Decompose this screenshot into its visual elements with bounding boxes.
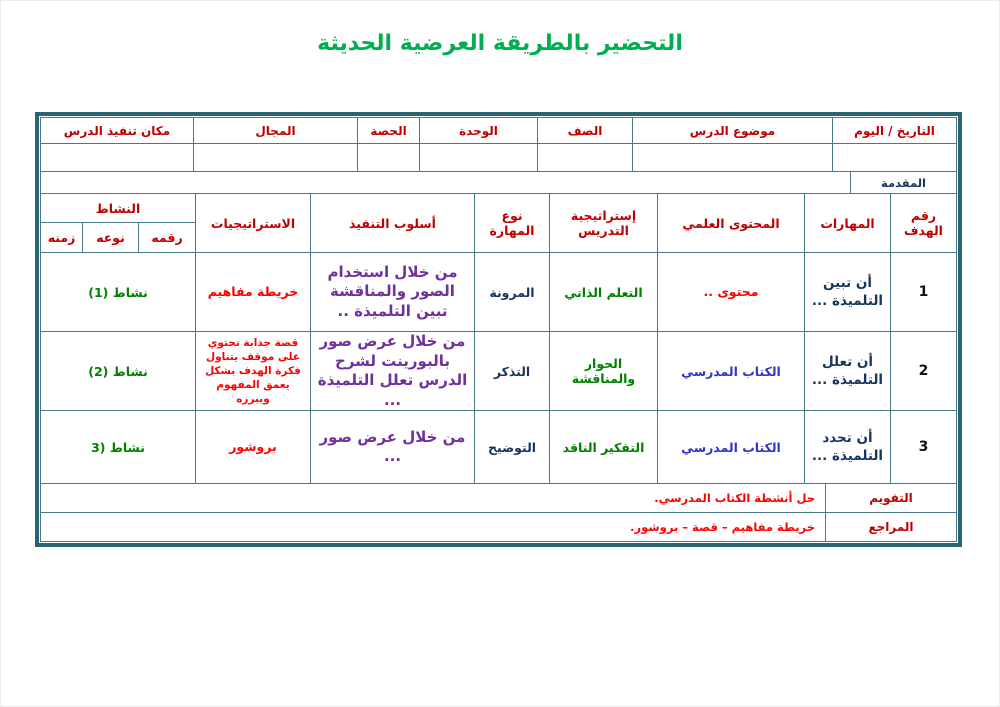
strategies-cell: بروشور (196, 411, 311, 483)
method-cell: من خلال عرض صور ... (311, 411, 475, 483)
references-row: المراجع خريطة مفاهيم – قصة – بروشور. (41, 513, 956, 541)
activity-cell: نشاط (3 (41, 411, 196, 483)
col-header-scientific-content: المحتوى العلمي (658, 194, 805, 252)
goal-no-cell: 3 (918, 439, 929, 455)
goal-no-cell: 1 (918, 284, 929, 300)
col-header-date-day: التاريخ / اليوم (854, 123, 935, 138)
references-value: خريطة مفاهيم – قصة – بروشور. (41, 513, 826, 541)
strategy-cell: الحوار والمناقشة (550, 332, 658, 410)
col-header-unit: الوحدة (420, 118, 538, 143)
page-title: التحضير بالطريقة العرضية الحديثة (317, 31, 683, 56)
evaluation-row: التقويم حل أنشطة الكتاب المدرسي. (41, 484, 956, 513)
col-header-strategies: الاستراتيجيات (196, 194, 311, 252)
col-header-field: المجال (194, 118, 358, 143)
skills-cell: أن تعلل التلميذة ... (805, 332, 891, 410)
col-header-activity-number: رقمه (151, 230, 183, 245)
col-header-activity-time: زمنه (41, 223, 83, 252)
plan-header-row: رقم الهدف المهارات المحتوى العلمي إسترات… (41, 194, 956, 253)
strategies-cell: قصة جذابة تحتوي على موقف يتناول فكرة اله… (196, 332, 311, 410)
introduction-value-cell (41, 172, 851, 193)
col-header-activity-group: النشاط رقمه نوعه زمنه (41, 194, 196, 252)
content-cell: الكتاب المدرسي (658, 332, 805, 410)
method-cell: من خلال عرض صور بالبورينت لشرح الدرس تعل… (311, 332, 475, 410)
strategy-cell: التفكير الناقد (550, 411, 658, 483)
activity-cell: نشاط (1) (41, 253, 196, 331)
info-header-row: التاريخ / اليوم موضوع الدرس الصف الوحدة … (41, 118, 956, 144)
date-day-value-cell (833, 144, 956, 171)
table-row: 3 أن تحدد التلميذة ... الكتاب المدرسي ال… (41, 411, 956, 484)
lesson-place-value-cell (41, 144, 194, 171)
class-value-cell (538, 144, 633, 171)
skills-cell: أن تحدد التلميذة ... (805, 411, 891, 483)
content-cell: الكتاب المدرسي (658, 411, 805, 483)
lesson-topic-value-cell (633, 144, 833, 171)
col-header-period: الحصة (358, 118, 420, 143)
col-header-activity-type: نوعه (83, 223, 139, 252)
skill-type-cell: التذكر (475, 332, 550, 410)
lesson-plan-table: التاريخ / اليوم موضوع الدرس الصف الوحدة … (35, 112, 962, 547)
col-header-lesson-place: مكان تنفيذ الدرس (41, 118, 194, 143)
col-header-teaching-strategy: إستراتيجية التدريس (550, 194, 658, 252)
skill-type-cell: التوضيح (475, 411, 550, 483)
col-header-execution-method: أسلوب التنفيذ (311, 194, 475, 252)
table-row: 1 أن تبين التلميذة ... محتوى .. التعلم ا… (41, 253, 956, 332)
strategies-cell: خريطة مفاهيم (196, 253, 311, 331)
introduction-label: المقدمة (881, 175, 926, 190)
evaluation-value: حل أنشطة الكتاب المدرسي. (41, 484, 826, 512)
method-cell: من خلال استخدام الصور والمناقشة تبين الت… (311, 253, 475, 331)
skill-type-cell: المرونة (475, 253, 550, 331)
col-header-class: الصف (538, 118, 633, 143)
skills-cell: أن تبين التلميذة ... (805, 253, 891, 331)
unit-value-cell (420, 144, 538, 171)
col-header-lesson-topic: موضوع الدرس (633, 118, 833, 143)
field-value-cell (194, 144, 358, 171)
activity-cell: نشاط (2) (41, 332, 196, 410)
content-cell: محتوى .. (658, 253, 805, 331)
evaluation-label: التقويم (869, 491, 913, 505)
period-value-cell (358, 144, 420, 171)
col-header-skills: المهارات (805, 194, 891, 252)
introduction-row: المقدمة (41, 172, 956, 194)
table-row: 2 أن تعلل التلميذة ... الكتاب المدرسي ال… (41, 332, 956, 411)
info-values-row (41, 144, 956, 172)
col-header-activity: النشاط (41, 194, 195, 223)
references-label: المراجع (868, 520, 914, 534)
col-header-skill-type: نوع المهارة (475, 194, 550, 252)
strategy-cell: التعلم الذاتي (550, 253, 658, 331)
goal-no-cell: 2 (918, 363, 929, 379)
col-header-goal-no: رقم الهدف (904, 208, 943, 238)
